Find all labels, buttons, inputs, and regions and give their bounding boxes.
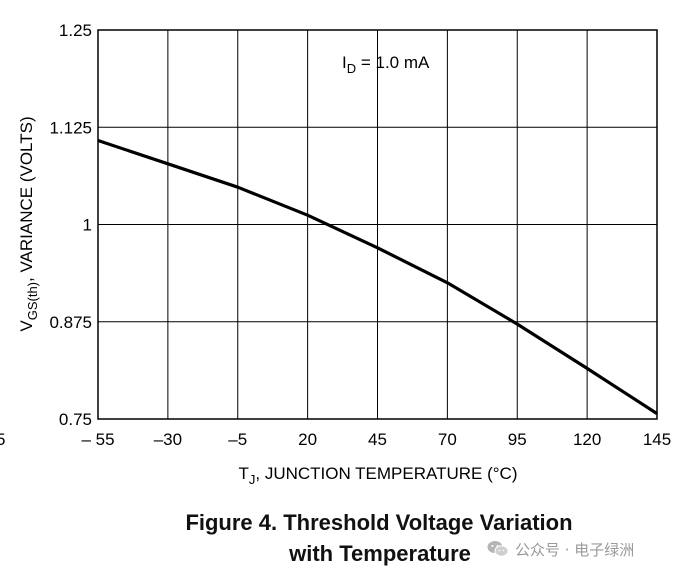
x-tick-label: 20: [298, 430, 317, 449]
cropped-tick-fragment: 5: [0, 430, 6, 449]
x-tick-label: –5: [228, 430, 247, 449]
annotation-id: ID = 1.0 mA: [342, 53, 430, 76]
y-tick-label: 0.875: [49, 313, 92, 332]
watermark-text: 公众号 · 电子绿洲: [515, 540, 635, 559]
x-tick-label: 145: [643, 430, 671, 449]
y-tick-label: 1.25: [59, 21, 92, 40]
y-tick-label: 1.125: [49, 118, 92, 137]
series-line-0: [97, 138, 658, 415]
figure-caption-line1: Figure 4. Threshold Voltage Variation: [185, 510, 573, 535]
x-axis-label: TJ, JUNCTION TEMPERATURE (°C): [238, 464, 517, 487]
chart: – 55 –30 –5 20 45 70 95 120 145 0.75 0.875 1 1.125 1.…: [17, 21, 671, 487]
series-group: [97, 138, 658, 415]
plot-frame: [97, 29, 658, 420]
x-tick-label: 45: [368, 430, 387, 449]
y-axis-label: VGS(th), VARIANCE (VOLTS): [17, 116, 40, 331]
x-tick-label: – 55: [81, 430, 114, 449]
x-tick-label: 120: [573, 430, 601, 449]
y-tick-label: 1: [83, 216, 92, 235]
x-tick-label: 95: [508, 430, 527, 449]
watermark: 公众号 · 电子绿洲: [487, 536, 634, 562]
x-tick-label: –30: [154, 430, 182, 449]
tick-labels: – 55 –30 –5 20 45 70 95 120 145 0.75 0.875 1 1.125 1.…: [49, 21, 671, 449]
y-tick-label: 0.75: [59, 410, 92, 429]
wechat-icon: [487, 541, 509, 557]
figure-caption-line2: with Temperature: [289, 541, 471, 566]
x-tick-label: 70: [438, 430, 457, 449]
